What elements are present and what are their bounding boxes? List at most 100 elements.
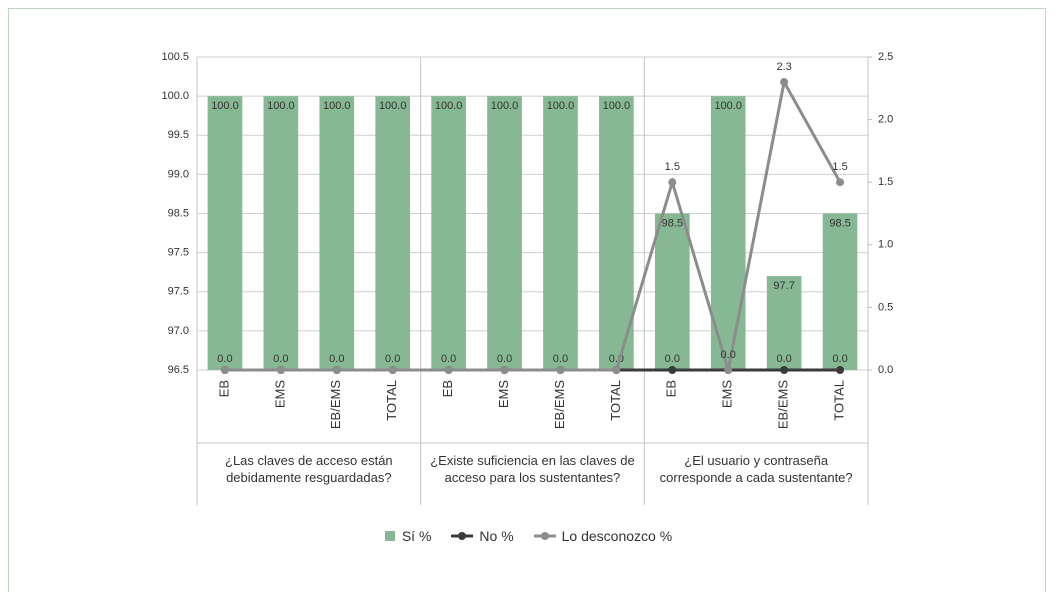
legend-dot [540, 532, 549, 540]
y-tick-label: 97.5 [168, 247, 189, 259]
line-marker [836, 366, 845, 374]
line-marker [444, 366, 453, 374]
y2-tick-label: 1.0 [878, 239, 893, 251]
y2-tick-label: 0.0 [878, 364, 893, 376]
bar [375, 96, 411, 370]
y-tick-label: 97.0 [168, 325, 189, 337]
line-marker [780, 78, 789, 87]
group-label: ¿Las claves de acceso están debidamente … [225, 453, 393, 485]
bar-value-label: 100.0 [211, 100, 239, 112]
group-label: ¿Existe suficiencia en las claves de acc… [430, 453, 635, 485]
bar-value-label: 100.0 [491, 100, 519, 112]
legend-item: Sí % [384, 528, 432, 544]
line-value-label: 0.0 [721, 349, 736, 361]
bar [431, 96, 466, 370]
bar [319, 96, 355, 370]
line-value-label: 0.0 [832, 353, 847, 365]
x-tick-label: TOTAL [608, 380, 623, 421]
legend-swatch [533, 532, 556, 540]
line-value-label: 0.0 [776, 353, 791, 365]
x-tick-label: TOTAL [384, 380, 399, 421]
x-tick-label: EB [664, 380, 679, 397]
legend-swatch [451, 532, 474, 540]
line-marker [612, 366, 621, 374]
line-marker [220, 366, 229, 374]
x-tick-label: EMS [496, 380, 511, 409]
x-tick-label: EB [440, 380, 455, 397]
legend-label: Sí % [401, 528, 432, 544]
legend-square [384, 531, 395, 541]
bar-value-label: 100.0 [267, 100, 295, 112]
line-marker [388, 366, 397, 374]
y-tick-label: 99.5 [168, 129, 189, 141]
y2-tick-label: 0.5 [878, 301, 893, 313]
y2-tick-label: 1.5 [878, 176, 893, 188]
y-tick-label: 100.5 [161, 51, 189, 63]
bar-value-label: 97.7 [773, 280, 794, 292]
bar-value-label: 100.0 [714, 100, 742, 112]
group-label-box: ¿Las claves de acceso están debidamente … [225, 453, 393, 485]
bar-value-label: 98.5 [662, 217, 683, 229]
y-tick-label: 96.5 [168, 364, 189, 376]
legend-item: No % [451, 528, 514, 544]
line-value-label: 0.0 [273, 353, 288, 365]
group-label: ¿El usuario y contraseña corresponde a c… [659, 453, 853, 485]
line-value-label: 0.0 [217, 353, 232, 365]
line-value-label: 0.0 [329, 353, 344, 365]
line-value-label: 0.0 [385, 353, 400, 365]
line-marker [724, 366, 733, 374]
line-value-label: 0.0 [441, 353, 456, 365]
y-tick-label: 99.0 [168, 168, 189, 180]
group-label-box: ¿Existe suficiencia en las claves de acc… [430, 453, 635, 485]
x-tick-label: EB/EMS [776, 380, 791, 429]
legend-label: No % [479, 528, 514, 544]
line-marker [332, 366, 341, 374]
line [224, 77, 842, 372]
line-value-label: 1.5 [832, 161, 847, 173]
legend: Sí % No % Lo desconozco % [0, 528, 1056, 544]
x-tick-label: EB [216, 380, 231, 397]
x-tick-label: EMS [720, 380, 735, 409]
y-tick-label: 98.5 [168, 207, 189, 219]
line-marker [668, 366, 677, 374]
frame [8, 8, 1046, 592]
legend-swatch [384, 531, 395, 541]
x-tick-label: TOTAL [831, 380, 846, 421]
bar-value-label: 100.0 [379, 100, 407, 112]
bar [822, 213, 858, 370]
bar [487, 96, 522, 370]
bar [599, 96, 634, 370]
line-marker [668, 178, 677, 187]
line-value-label: 1.5 [665, 161, 680, 173]
bar [207, 96, 243, 370]
line-marker [276, 366, 285, 374]
bar [766, 276, 802, 370]
line-value-label: 0.0 [497, 353, 512, 365]
bar-value-label: 100.0 [323, 100, 351, 112]
line-value-label: 0.0 [553, 353, 568, 365]
x-tick-label: EB/EMS [328, 380, 343, 429]
line-marker [780, 366, 789, 374]
legend-item: Lo desconozco % [533, 528, 673, 544]
x-tick-label: EMS [272, 380, 287, 409]
bar-value-label: 98.5 [829, 217, 850, 229]
line-marker [556, 366, 565, 374]
bar-value-label: 100.0 [603, 100, 631, 112]
legend-label: Lo desconozco % [561, 528, 673, 544]
line-value-label: 0.0 [665, 353, 680, 365]
bar [654, 213, 690, 370]
y2-tick-label: 2.0 [878, 114, 893, 126]
bar-value-label: 100.0 [547, 100, 575, 112]
bar-value-label: 100.0 [435, 100, 463, 112]
bar [710, 96, 746, 370]
line-value-label: 2.3 [776, 61, 791, 73]
x-tick-label: EB/EMS [552, 380, 567, 429]
y2-tick-label: 2.5 [878, 51, 893, 63]
bar [263, 96, 299, 370]
bar [543, 96, 578, 370]
line-marker [500, 366, 509, 374]
y-tick-label: 100.0 [161, 90, 189, 102]
legend-dot [458, 532, 467, 540]
